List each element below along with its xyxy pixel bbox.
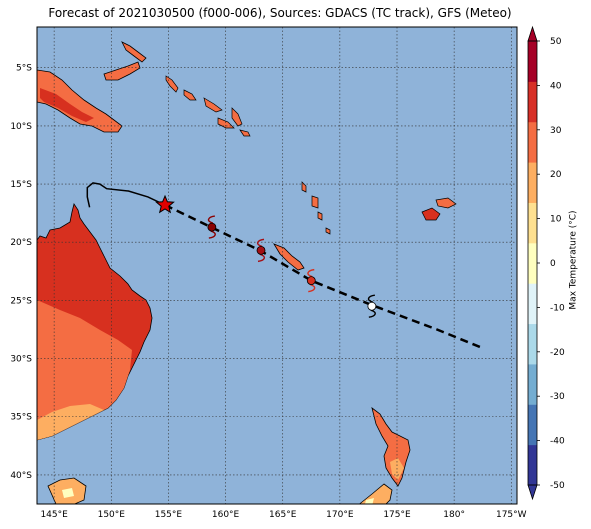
tc-track-layer bbox=[86, 182, 484, 350]
lon-tick-label: 150°E bbox=[98, 510, 126, 520]
colorbar-segment bbox=[528, 202, 537, 244]
colorbar-min-extension bbox=[527, 484, 538, 501]
fiji-viti-levu bbox=[421, 207, 441, 221]
colorbar-tick-label: 50 bbox=[550, 37, 562, 47]
longitude-tick-labels: 145°E 150°E 155°E 160°E 165°E 170°E 175°E 180° 1… bbox=[40, 510, 526, 520]
colorbar-segment bbox=[528, 404, 537, 446]
colorbar-tick-label: 30 bbox=[550, 126, 562, 136]
cyclone-symbol-icon bbox=[256, 238, 266, 263]
lon-tick-label: 160°E bbox=[212, 510, 240, 520]
nz-south-island bbox=[358, 483, 393, 504]
colorbar-tick-label: 40 bbox=[550, 81, 562, 91]
colorbar-label-box: Max Temperature (°C) bbox=[563, 185, 583, 335]
colorbar-segment bbox=[528, 81, 537, 123]
vanuatu-mid bbox=[317, 211, 323, 221]
vanuatu-north bbox=[301, 181, 307, 193]
fiji-vanua-levu bbox=[435, 197, 457, 209]
solomon-island-5 bbox=[239, 129, 251, 137]
colorbar-segment bbox=[528, 363, 537, 405]
latitude-tick-labels: 5°S 10°S 15°S 20°S 25°S 30°S 35°S 40°S bbox=[10, 64, 32, 481]
colorbar-tick-label: -10 bbox=[550, 303, 565, 313]
colorbar-tick-label: 0 bbox=[550, 259, 556, 269]
colorbar-tick-label: 10 bbox=[550, 215, 562, 225]
lon-tick-label: 170°E bbox=[326, 510, 354, 520]
cyclone-symbol-icon bbox=[367, 294, 377, 318]
cyclone-symbol-icon bbox=[306, 268, 316, 293]
map-frame bbox=[36, 26, 518, 505]
new-ireland bbox=[121, 41, 147, 63]
land-layer bbox=[37, 41, 457, 504]
colorbar-tick-label: -30 bbox=[550, 392, 565, 402]
solomon-island-2 bbox=[203, 97, 223, 113]
new-guinea bbox=[37, 69, 123, 133]
colorbar-tick-label: -40 bbox=[550, 437, 565, 447]
vanuatu-efate bbox=[325, 227, 331, 235]
lat-tick-label: 30°S bbox=[10, 355, 32, 365]
bougainville bbox=[165, 75, 179, 93]
lat-tick-label: 35°S bbox=[10, 413, 32, 423]
new-caledonia bbox=[273, 243, 305, 271]
colorbar-segment bbox=[528, 323, 537, 365]
colorbar-tick-label: 20 bbox=[550, 170, 562, 180]
colorbar-segment bbox=[528, 444, 537, 486]
nz-south-cool-patch bbox=[365, 498, 374, 504]
colorbar-label: Max Temperature (°C) bbox=[569, 210, 579, 309]
tc-current-position-star-icon bbox=[155, 194, 175, 214]
lat-tick-label: 20°S bbox=[10, 238, 32, 248]
map-title: Forecast of 2021030500 (f000-006), Sourc… bbox=[48, 6, 512, 20]
lon-tick-label: 165°E bbox=[269, 510, 297, 520]
lat-tick-label: 5°S bbox=[16, 64, 32, 74]
lon-tick-label: 175°E bbox=[383, 510, 411, 520]
tasmania-cool-patch bbox=[62, 488, 74, 498]
colorbar-segment bbox=[528, 41, 537, 82]
solomon-island-1 bbox=[183, 89, 197, 101]
lon-tick-label: 145°E bbox=[40, 510, 68, 520]
colorbar-tick-label: -50 bbox=[550, 481, 565, 491]
colorbar-segment bbox=[528, 162, 537, 203]
lat-tick-label: 15°S bbox=[10, 180, 32, 190]
australia-coastal-band bbox=[37, 404, 104, 440]
colorbar-max-extension bbox=[527, 25, 538, 42]
tc-observed-track bbox=[86, 182, 166, 208]
lon-tick-label: 175°W bbox=[496, 510, 527, 520]
solomon-island-3 bbox=[231, 107, 243, 127]
colorbar-segment bbox=[528, 242, 537, 284]
colorbar-tick-label: -20 bbox=[550, 348, 565, 358]
australia-south-band bbox=[37, 300, 132, 440]
colorbar: 50 40 30 20 10 0 -10 -20 -30 -40 -50 bbox=[527, 25, 565, 501]
colorbar-segment bbox=[528, 283, 537, 325]
lat-tick-label: 10°S bbox=[10, 122, 32, 132]
ocean-background bbox=[37, 27, 517, 504]
lat-tick-label: 25°S bbox=[10, 296, 32, 306]
lat-tick-label: 40°S bbox=[10, 471, 32, 481]
lon-tick-label: 155°E bbox=[155, 510, 183, 520]
colorbar-segment bbox=[528, 121, 537, 163]
solomon-island-4 bbox=[217, 117, 235, 129]
map-gridlines bbox=[37, 27, 517, 504]
tc-forecast-track bbox=[164, 203, 484, 350]
vanuatu-espiritu bbox=[311, 195, 319, 209]
lon-tick-label: 180° bbox=[443, 510, 465, 520]
new-guinea-hot-band bbox=[40, 88, 94, 122]
cyclone-symbol-icon bbox=[207, 215, 217, 239]
